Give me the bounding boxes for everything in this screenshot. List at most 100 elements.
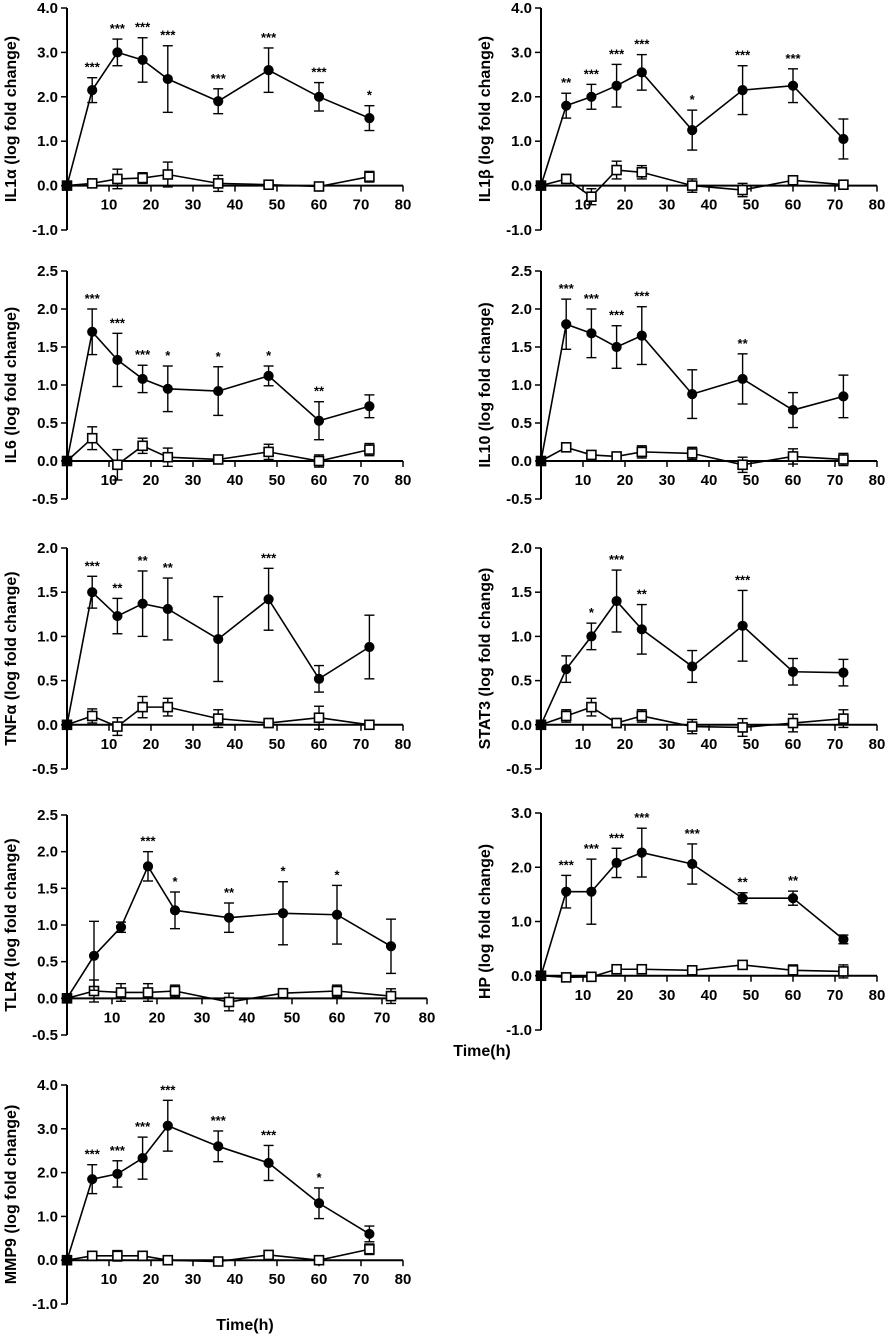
x-tick-label: 10	[575, 472, 592, 489]
data-point	[838, 454, 849, 465]
x-axis-label: Time(h)	[453, 1043, 510, 1060]
data-point	[61, 993, 73, 1004]
significance-label: *	[589, 605, 595, 620]
data-point	[263, 446, 274, 458]
significance-label: *	[690, 92, 696, 107]
x-tick-label: 10	[101, 736, 118, 753]
y-tick-label: 2.0	[511, 540, 532, 557]
x-tick-label: 40	[227, 197, 244, 214]
data-point	[586, 91, 597, 102]
y-tick-label: 1.5	[37, 584, 58, 601]
x-tick-label: 50	[284, 1009, 301, 1026]
data-point	[137, 440, 148, 452]
x-tick-label: 40	[701, 472, 718, 489]
x-tick-label: 70	[353, 472, 370, 489]
y-tick-label: 3.0	[511, 44, 532, 61]
data-point	[364, 1228, 375, 1240]
x-tick-label: 60	[311, 736, 328, 753]
data-point	[137, 172, 148, 184]
data-point	[223, 912, 235, 923]
y-tick-label: 2.5	[511, 263, 532, 280]
x-tick-label: 60	[785, 197, 802, 214]
x-tick-label: 70	[353, 736, 370, 753]
x-tick-label: 40	[701, 736, 718, 753]
data-point	[137, 373, 148, 385]
data-point	[535, 180, 547, 191]
y-tick-label: 2.5	[37, 263, 58, 280]
data-point	[313, 415, 325, 426]
significance-label: ***	[135, 1119, 151, 1134]
significance-label: ***	[160, 1082, 176, 1097]
y-tick-label: -1.0	[32, 222, 58, 239]
data-point	[313, 455, 325, 467]
y-tick-label: 2.0	[511, 89, 532, 106]
y-tick-label: 0.5	[37, 415, 58, 432]
data-point	[86, 1250, 98, 1262]
chart-panel-4: -0.5 0.0 0.5 1.0 1.5 2.0 2.5 10 20 30 40 50 60 70 80 IL…	[477, 263, 885, 508]
data-point	[61, 180, 73, 191]
data-point	[787, 965, 799, 976]
data-point	[137, 1250, 148, 1262]
significance-label: *	[280, 864, 286, 879]
y-tick-label: 2.0	[37, 844, 58, 861]
y-tick-label: -0.5	[32, 761, 58, 778]
significance-label: ***	[685, 826, 701, 841]
data-point	[87, 85, 98, 96]
data-point	[787, 666, 799, 677]
y-tick-label: 1.0	[511, 628, 532, 645]
series-control	[61, 1243, 375, 1267]
significance-label: ***	[609, 308, 625, 323]
data-point	[86, 178, 98, 189]
significance-label: ***	[735, 572, 751, 587]
significance-label: *	[216, 349, 222, 364]
data-point	[87, 587, 98, 598]
chart-panel-7: -0.5 0.0 0.5 1.0 1.5 2.0 2.5 10 20 30 40 50 60 70 80 TL…	[3, 807, 435, 1044]
data-point	[737, 184, 748, 196]
significance-label: ***	[584, 841, 600, 856]
significance-label: ***	[85, 291, 101, 306]
data-point	[561, 100, 572, 111]
data-point	[611, 717, 622, 729]
y-tick-label: 1.5	[511, 339, 532, 356]
x-tick-label: 30	[185, 736, 202, 753]
y-tick-label: -0.5	[32, 1027, 58, 1044]
significance-label: ***	[634, 810, 650, 825]
data-point	[586, 449, 597, 461]
x-tick-label: 30	[185, 472, 202, 489]
x-tick-label: 80	[869, 472, 886, 489]
significance-label: **	[112, 580, 123, 595]
y-tick-label: -1.0	[506, 222, 532, 239]
significance-label: **	[788, 873, 799, 888]
chart-panel-1: -1.0 0.0 1.0 2.0 3.0 4.0 10 20 30 40 50 60 70 80 IL1α …	[3, 0, 411, 239]
significance-label: ***	[609, 46, 625, 61]
data-point	[112, 173, 123, 185]
data-point	[213, 96, 224, 107]
y-axis-label: IL10 (log fold change)	[477, 302, 494, 467]
data-point	[686, 721, 698, 732]
x-tick-label: 50	[743, 736, 760, 753]
data-point	[263, 594, 274, 605]
data-point	[115, 987, 127, 998]
data-point	[277, 987, 289, 999]
data-point	[687, 389, 698, 400]
x-tick-label: 60	[329, 1009, 346, 1026]
data-point	[313, 181, 325, 192]
data-point	[162, 1254, 174, 1266]
data-point	[162, 73, 173, 85]
data-point	[636, 624, 647, 635]
x-tick-label: 50	[743, 987, 760, 1004]
significance-label: **	[138, 553, 149, 568]
significance-label: **	[163, 560, 174, 575]
y-tick-label: 0.0	[511, 178, 532, 195]
x-tick-label: 20	[617, 472, 634, 489]
x-tick-label: 10	[101, 472, 118, 489]
x-tick-label: 50	[269, 472, 286, 489]
y-tick-label: 1.0	[511, 914, 532, 931]
data-point	[611, 595, 622, 607]
data-point	[838, 934, 849, 945]
x-tick-label: 60	[311, 1271, 328, 1288]
significance-label: ***	[110, 315, 126, 330]
y-tick-label: 3.0	[511, 805, 532, 822]
data-point	[838, 133, 849, 145]
x-tick-label: 30	[194, 1009, 211, 1026]
